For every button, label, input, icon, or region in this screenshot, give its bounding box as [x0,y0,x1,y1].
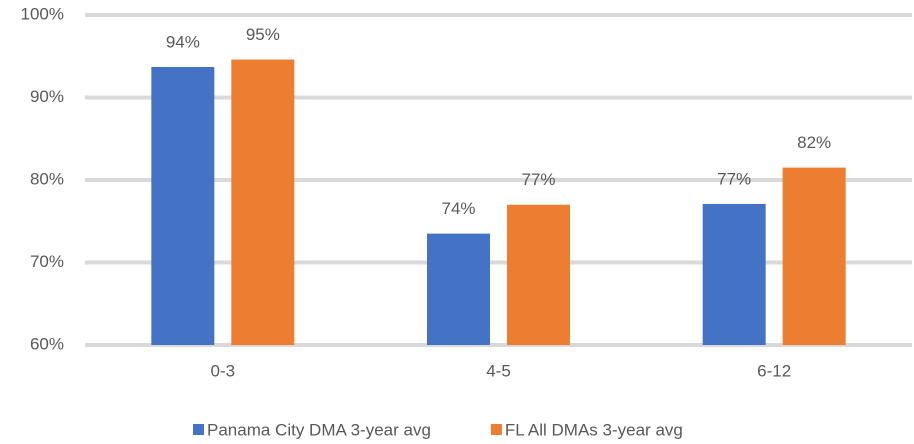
value-label: 77% [717,169,751,188]
x-tick-label: 4-5 [486,361,511,380]
legend-swatch [193,424,204,435]
x-tick-label: 0-3 [211,361,236,380]
bar [231,59,295,346]
value-label: 77% [521,170,555,189]
y-tick-label: 90% [30,87,64,106]
y-tick-label: 100% [21,4,64,23]
value-label: 74% [441,199,475,218]
bar [427,233,490,345]
x-tick-label: 6-12 [757,361,791,380]
legend-swatch [490,424,502,435]
y-tick-label: 60% [30,334,64,353]
legend-label: Panama City DMA 3-year avg [207,420,431,439]
legend-label: FL All DMAs 3-year avg [505,420,683,439]
value-label: 82% [797,133,831,152]
value-label: 94% [166,32,200,51]
bar [507,204,570,345]
bar [782,167,846,345]
value-label: 95% [246,25,280,44]
y-tick-label: 70% [30,252,64,271]
bar [702,203,766,345]
y-tick-label: 80% [30,169,64,188]
bar [151,66,215,345]
